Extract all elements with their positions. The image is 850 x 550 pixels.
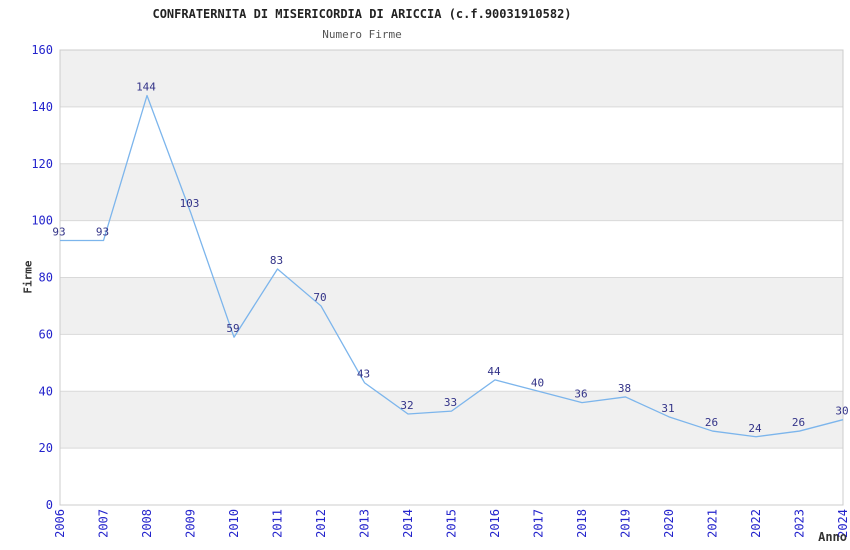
data-label: 43 — [357, 368, 370, 381]
x-tick-label: 2020 — [662, 509, 676, 538]
x-tick-label: 2014 — [401, 509, 415, 538]
data-label: 26 — [705, 416, 718, 429]
data-label: 93 — [96, 226, 109, 239]
data-label: 32 — [400, 399, 413, 412]
x-tick-label: 2016 — [488, 509, 502, 538]
x-axis-title: Anno — [818, 530, 847, 544]
chart-subtitle: Numero Firme — [322, 28, 402, 41]
data-label: 24 — [748, 422, 762, 435]
data-label: 83 — [270, 254, 283, 267]
x-tick-label: 2009 — [184, 509, 198, 538]
data-label: 44 — [487, 365, 501, 378]
chart-title: CONFRATERNITA DI MISERICORDIA DI ARICCIA… — [152, 7, 572, 21]
y-tick-label: 100 — [31, 214, 53, 228]
data-label: 26 — [792, 416, 805, 429]
x-tick-label: 2017 — [532, 509, 546, 538]
data-label: 36 — [574, 388, 587, 401]
y-axis-title: Firme — [21, 260, 35, 294]
y-tick-label: 60 — [39, 327, 53, 341]
data-label: 144 — [136, 81, 156, 94]
x-tick-label: 2018 — [575, 509, 589, 538]
y-tick-label: 120 — [31, 157, 53, 171]
y-tick-label: 0 — [46, 498, 53, 512]
data-label: 38 — [618, 382, 631, 395]
x-tick-label: 2019 — [619, 509, 633, 538]
data-label: 93 — [52, 226, 65, 239]
data-label: 103 — [180, 197, 200, 210]
data-label: 30 — [835, 405, 848, 418]
data-label: 40 — [531, 376, 544, 389]
y-tick-label: 80 — [39, 271, 53, 285]
x-tick-label: 2011 — [271, 509, 285, 538]
x-tick-label: 2015 — [445, 509, 459, 538]
x-tick-label: 2022 — [749, 509, 763, 538]
data-label: 70 — [313, 291, 326, 304]
x-tick-label: 2007 — [97, 509, 111, 538]
x-tick-label: 2023 — [793, 509, 807, 538]
grid-band — [60, 50, 843, 107]
x-tick-label: 2012 — [314, 509, 328, 538]
x-tick-label: 2021 — [706, 509, 720, 538]
x-tick-label: 2006 — [53, 509, 67, 538]
x-tick-label: 2013 — [358, 509, 372, 538]
data-label: 31 — [661, 402, 674, 415]
x-tick-label: 2010 — [227, 509, 241, 538]
x-tick-label: 2024 — [836, 509, 850, 538]
grid-band — [60, 391, 843, 449]
data-label: 33 — [444, 396, 457, 409]
x-tick-label: 2008 — [140, 509, 154, 538]
grid-band — [60, 277, 843, 335]
y-tick-label: 160 — [31, 43, 53, 57]
data-label: 59 — [226, 322, 239, 335]
y-tick-label: 20 — [39, 441, 53, 455]
y-tick-label: 40 — [39, 384, 53, 398]
plot-border — [59, 49, 844, 506]
data-line — [60, 94, 844, 438]
y-tick-label: 140 — [31, 100, 53, 114]
grid-band — [60, 163, 843, 221]
